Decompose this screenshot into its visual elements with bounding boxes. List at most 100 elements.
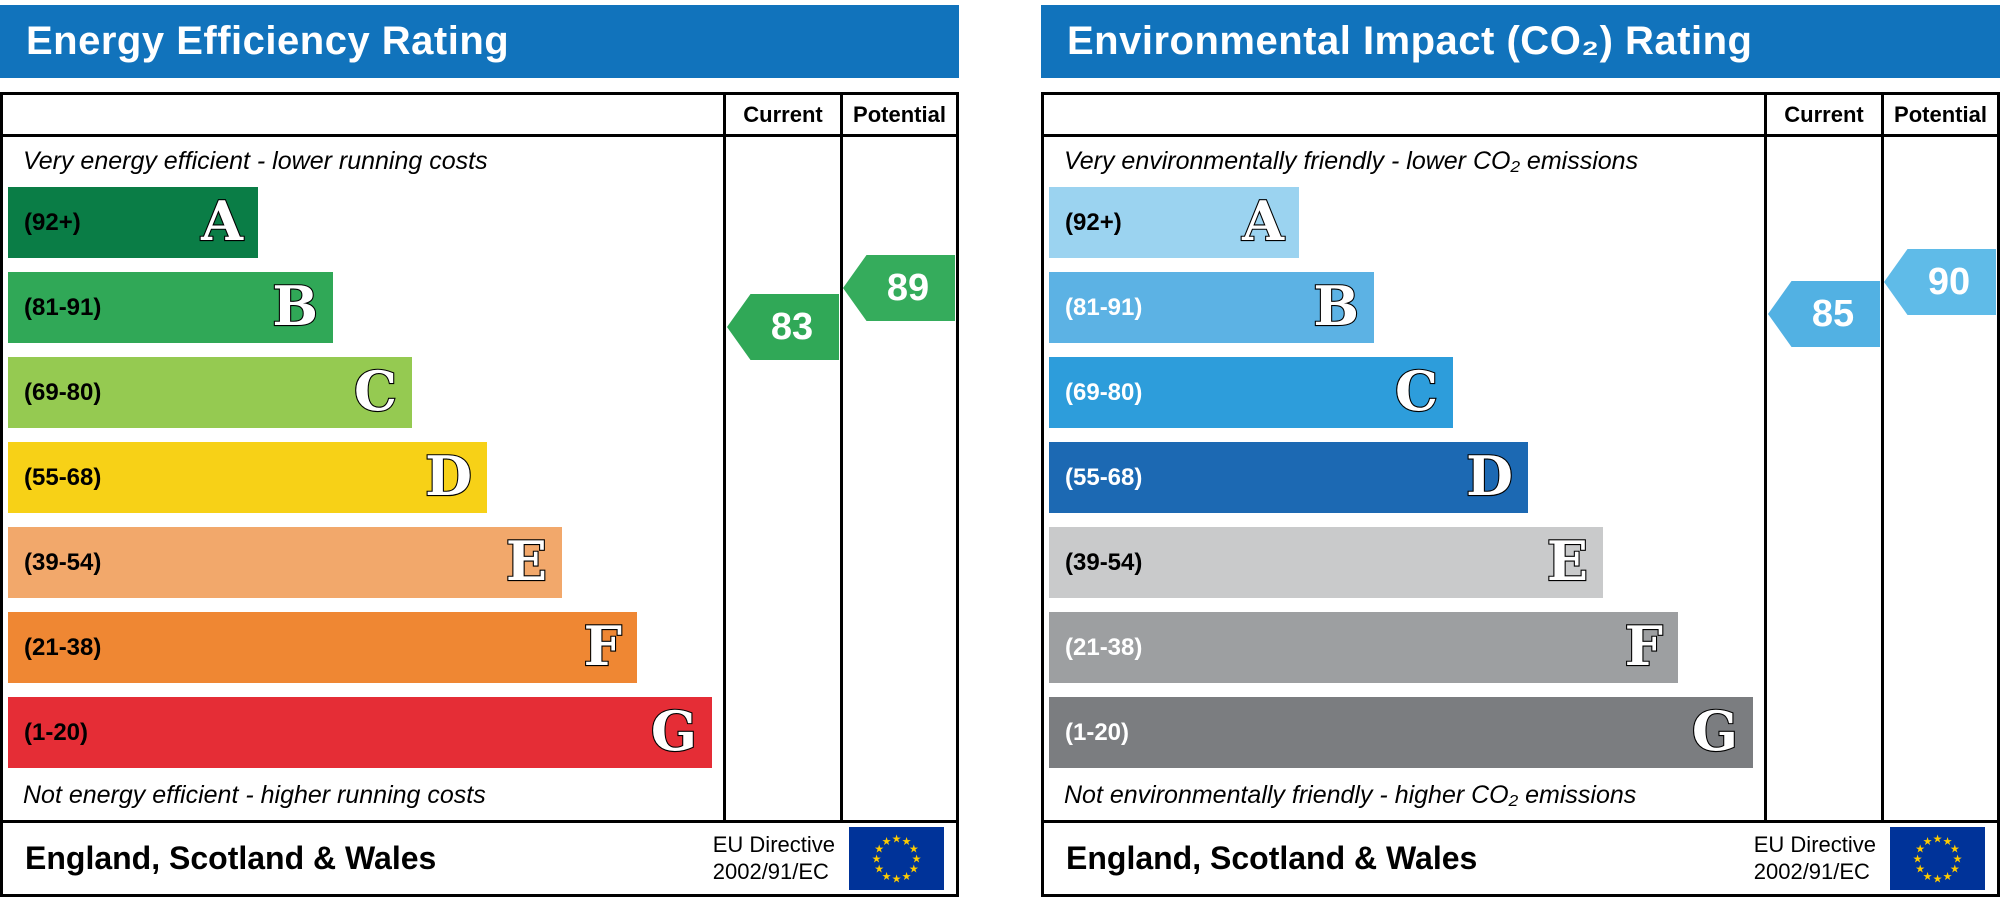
current-column-divider <box>1764 95 1767 820</box>
svg-text:★: ★ <box>1943 836 1953 848</box>
band-F: (21-38) F <box>8 612 637 683</box>
svg-text:★: ★ <box>892 874 902 886</box>
energy-efficiency-table: Current Potential Very energy efficient … <box>0 92 959 823</box>
potential-rating-arrow: 89 <box>843 255 955 321</box>
svg-text:★: ★ <box>1913 854 1923 866</box>
panel-title: Energy Efficiency Rating <box>26 19 510 63</box>
svg-text:★: ★ <box>882 836 892 848</box>
band-letter: A <box>1241 188 1285 253</box>
band-letter: A <box>200 188 244 253</box>
band-E: (39-54) E <box>1049 527 1603 598</box>
band-C: (69-80) C <box>1049 357 1453 428</box>
bottom-note: Not environmentally friendly - higher CO… <box>1064 781 1637 809</box>
band-letter: F <box>583 613 624 678</box>
band-letter: E <box>505 528 548 593</box>
band-range-label: (55-68) <box>1065 463 1143 491</box>
footer: England, Scotland & Wales EU Directive 2… <box>1041 823 2000 897</box>
eu-directive-label: EU Directive 2002/91/EC <box>1754 832 1876 885</box>
svg-text:★: ★ <box>909 864 919 876</box>
rating-bands: (92+) A (81-91) B (69-80) C (55-68) D (39-54) E (2… <box>8 95 723 820</box>
current-column-header: Current <box>743 102 823 127</box>
band-range-label: (1-20) <box>1065 718 1130 746</box>
band-range-label: (39-54) <box>24 548 102 576</box>
band-letter: G <box>650 698 698 763</box>
band-A: (92+) A <box>8 187 258 258</box>
energy-efficiency-header-bar: Energy Efficiency Rating <box>0 5 959 78</box>
band-range-label: (92+) <box>1065 208 1122 236</box>
eu-flag-icon: ★ ★★★★★★★★★★★ <box>1890 827 1985 890</box>
band-E: (39-54) E <box>8 527 562 598</box>
svg-text:★: ★ <box>912 854 922 866</box>
svg-text:★: ★ <box>1923 836 1933 848</box>
environmental-impact-header-bar: Environmental Impact (CO₂) Rating <box>1041 5 2000 78</box>
band-letter: D <box>1465 443 1514 508</box>
band-letter: D <box>424 443 473 508</box>
band-range-label: (81-91) <box>24 293 102 321</box>
eu-directive-line2: 2002/91/EC <box>1753 858 1870 884</box>
band-range-label: (92+) <box>24 208 81 236</box>
svg-text:★: ★ <box>1915 864 1925 876</box>
footer-right: EU Directive 2002/91/EC ★ ★ ★ ★ ★ ★ ★ ★ ★ ★ ★ ★ <box>1754 827 1985 890</box>
band-G: (1-20) G <box>8 697 712 768</box>
svg-text:★: ★ <box>892 834 902 846</box>
band-range-label: (69-80) <box>1065 378 1143 406</box>
band-range-label: (39-54) <box>1065 548 1143 576</box>
eu-directive-line2: 2002/91/EC <box>712 858 829 884</box>
band-letter: B <box>1312 273 1360 338</box>
potential-column-divider <box>1881 95 1884 820</box>
band-B: (81-91) B <box>8 272 333 343</box>
current-rating-arrow: 83 <box>727 294 839 360</box>
potential-column-divider <box>840 95 843 820</box>
footer-right: EU Directive 2002/91/EC ★ ★ ★ ★ ★ ★ ★ ★ ★ ★ ★ ★ <box>713 827 944 890</box>
current-rating-arrow: 85 <box>1768 281 1880 347</box>
band-range-label: (69-80) <box>24 378 102 406</box>
svg-text:★: ★ <box>1933 834 1943 846</box>
band-letter: G <box>1691 698 1739 763</box>
svg-text:★: ★ <box>874 864 884 876</box>
potential-column-header: Potential <box>853 102 946 127</box>
svg-text:★: ★ <box>902 871 912 883</box>
region-label: England, Scotland & Wales <box>1066 840 1478 876</box>
svg-text:★: ★ <box>1923 871 1933 883</box>
header-row-divider <box>1044 134 1997 137</box>
band-letter: C <box>353 358 398 423</box>
potential-rating-value: 90 <box>1927 260 1971 303</box>
band-letter: F <box>1624 613 1665 678</box>
band-B: (81-91) B <box>1049 272 1374 343</box>
band-range-label: (55-68) <box>24 463 102 491</box>
band-range-label: (81-91) <box>1065 293 1143 321</box>
svg-text:★: ★ <box>902 836 912 848</box>
potential-rating-value: 89 <box>886 266 930 309</box>
potential-rating-arrow: 90 <box>1884 249 1996 315</box>
current-rating-value: 83 <box>770 305 814 348</box>
bottom-note: Not energy efficient - higher running co… <box>23 781 486 809</box>
environmental-impact-panel: Environmental Impact (CO₂) Rating Curren… <box>1041 0 2000 899</box>
band-letter: B <box>271 273 319 338</box>
band-range-label: (21-38) <box>1065 633 1143 661</box>
svg-text:★: ★ <box>909 844 919 856</box>
band-G: (1-20) G <box>1049 697 1753 768</box>
svg-text:★: ★ <box>874 844 884 856</box>
band-D: (55-68) D <box>1049 442 1528 513</box>
band-range-label: (1-20) <box>24 718 89 746</box>
band-D: (55-68) D <box>8 442 487 513</box>
panel-title: Environmental Impact (CO₂) Rating <box>1067 19 1753 63</box>
band-range-label: (21-38) <box>24 633 102 661</box>
eu-directive-line1: EU Directive <box>1753 832 1876 858</box>
current-column-divider <box>723 95 726 820</box>
eu-directive-label: EU Directive 2002/91/EC <box>713 832 835 885</box>
svg-text:★: ★ <box>1950 864 1960 876</box>
header-row-divider <box>3 134 956 137</box>
energy-efficiency-panel: Energy Efficiency Rating Current Potenti… <box>0 0 959 899</box>
band-F: (21-38) F <box>1049 612 1678 683</box>
svg-text:★: ★ <box>872 854 882 866</box>
current-column-header: Current <box>1784 102 1864 127</box>
svg-text:★: ★ <box>1933 874 1943 886</box>
footer: England, Scotland & Wales EU Directive 2… <box>0 823 959 897</box>
band-A: (92+) A <box>1049 187 1299 258</box>
current-rating-value: 85 <box>1811 292 1855 335</box>
top-note: Very energy efficient - lower running co… <box>23 147 488 175</box>
svg-text:★: ★ <box>1915 844 1925 856</box>
rating-bands: (92+) A (81-91) B (69-80) C (55-68) D (39-54) E (2… <box>1049 95 1764 820</box>
svg-text:★: ★ <box>882 871 892 883</box>
